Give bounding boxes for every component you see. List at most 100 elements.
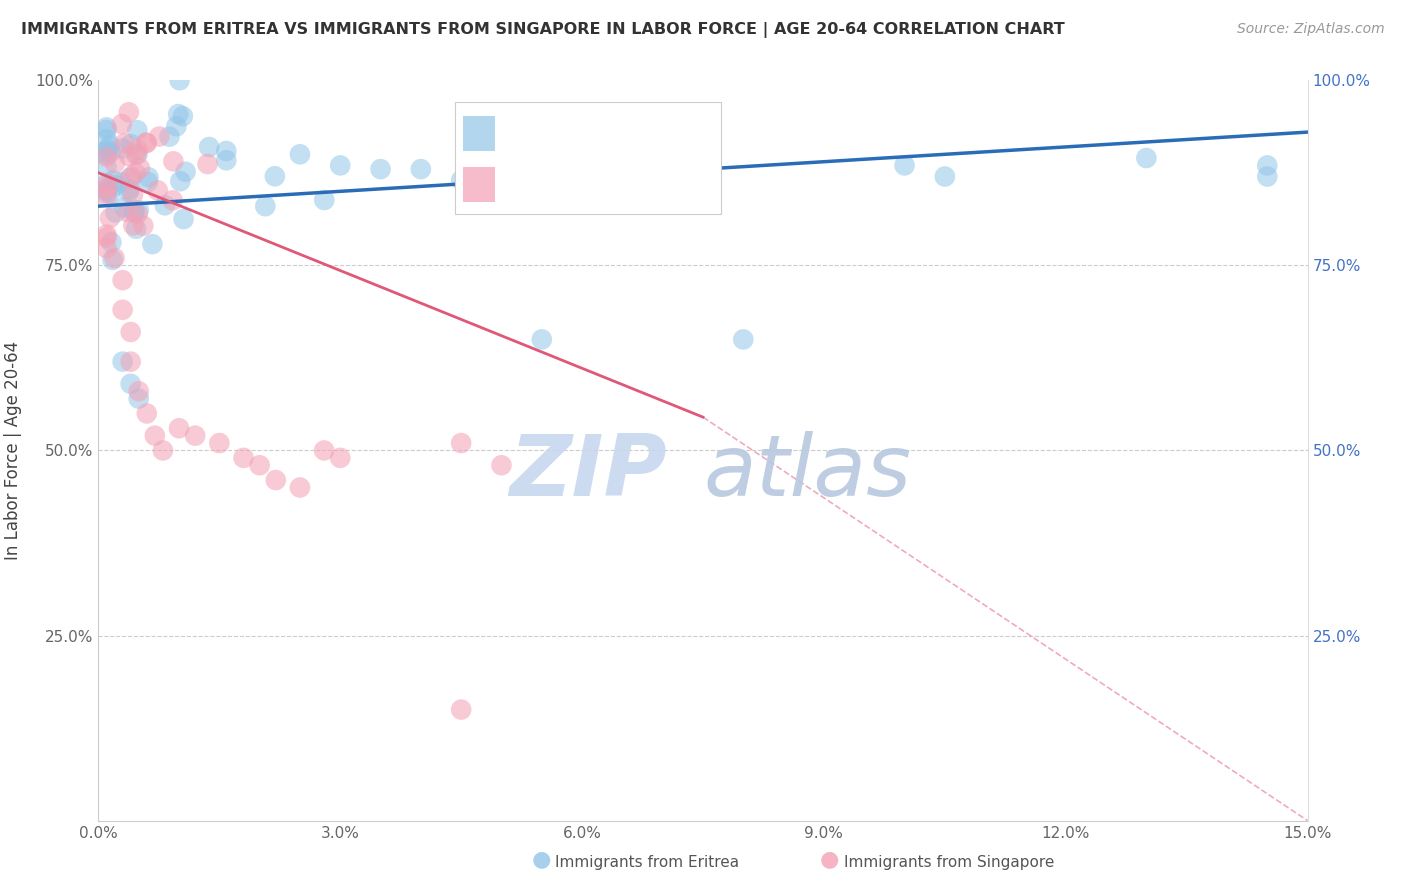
Point (96, 132, 118, 146)
Point (97, 177, 120, 191)
Point (120, 325, 142, 339)
Point (104, 178, 127, 193)
Point (571, 166, 593, 180)
Point (127, 143, 149, 157)
Point (96, 186, 118, 200)
Point (173, 212, 195, 227)
Point (96, 150, 118, 164)
Text: ●: ● (820, 850, 839, 870)
Point (98, 211, 121, 225)
Point (128, 203, 150, 218)
Point (98, 138, 121, 153)
Point (120, 137, 142, 152)
Point (125, 221, 148, 235)
Point (893, 158, 915, 172)
Point (104, 156, 127, 170)
Point (128, 392, 150, 406)
Point (111, 273, 134, 287)
Point (118, 185, 141, 199)
Point (169, 174, 191, 188)
Point (165, 120, 187, 134)
Point (254, 199, 277, 213)
Point (135, 136, 157, 150)
Point (167, 107, 190, 121)
Point (118, 182, 141, 196)
Point (197, 157, 219, 171)
Point (120, 354, 142, 368)
Y-axis label: In Labor Force | Age 20-64: In Labor Force | Age 20-64 (4, 341, 21, 560)
Point (111, 354, 134, 368)
Point (184, 428, 207, 442)
Text: ZIP: ZIP (509, 431, 666, 514)
Text: ●: ● (531, 850, 551, 870)
Point (208, 436, 231, 450)
Point (135, 136, 157, 150)
Point (100, 235, 122, 250)
Point (491, 169, 513, 184)
Point (125, 148, 148, 162)
Point (104, 205, 127, 219)
Text: Immigrants from Singapore: Immigrants from Singapore (844, 855, 1054, 870)
Point (329, 158, 352, 172)
Point (127, 207, 149, 221)
Text: Source: ZipAtlas.com: Source: ZipAtlas.com (1237, 22, 1385, 37)
Point (370, 162, 392, 177)
Point (232, 450, 254, 465)
Point (101, 252, 124, 267)
Point (146, 183, 169, 197)
Point (264, 473, 287, 487)
Point (114, 136, 136, 151)
Point (96, 230, 118, 244)
Point (138, 170, 160, 185)
Point (111, 117, 134, 131)
Point (103, 251, 125, 265)
Point (96, 189, 118, 203)
Point (96, 145, 118, 159)
Point (96, 182, 118, 196)
Point (110, 175, 132, 189)
Point (288, 480, 311, 494)
Point (136, 175, 159, 189)
Point (174, 165, 197, 179)
Point (934, 169, 956, 184)
Point (120, 376, 142, 391)
Point (1256, 158, 1278, 172)
Point (314, 443, 336, 458)
Text: IMMIGRANTS FROM ERITREA VS IMMIGRANTS FROM SINGAPORE IN LABOR FORCE | AGE 20-64 : IMMIGRANTS FROM ERITREA VS IMMIGRANTS FR… (21, 22, 1064, 38)
Point (96, 147, 118, 161)
Point (128, 384, 150, 399)
Point (124, 166, 146, 180)
Point (120, 169, 142, 184)
Point (1135, 151, 1157, 165)
Text: Immigrants from Eritrea: Immigrants from Eritrea (555, 855, 740, 870)
Point (127, 147, 149, 161)
Point (162, 154, 184, 169)
Point (96, 227, 118, 242)
Point (96, 182, 118, 196)
Point (103, 173, 125, 187)
Point (96, 142, 118, 156)
Point (169, 73, 191, 87)
Point (263, 169, 285, 184)
Point (152, 443, 174, 458)
Point (98, 186, 121, 201)
Point (96, 120, 118, 135)
Point (112, 200, 135, 214)
Point (122, 187, 145, 202)
Point (409, 162, 432, 177)
Point (117, 205, 139, 219)
Point (215, 153, 238, 168)
Point (143, 428, 166, 442)
Point (96, 123, 118, 137)
Text: atlas: atlas (703, 431, 911, 514)
Point (111, 302, 134, 317)
Point (118, 149, 141, 163)
Point (1256, 169, 1278, 184)
Point (733, 332, 755, 346)
Point (249, 458, 271, 473)
Point (96, 160, 118, 174)
Point (127, 123, 149, 137)
Point (129, 161, 152, 176)
Point (96, 184, 118, 198)
Point (215, 144, 238, 158)
